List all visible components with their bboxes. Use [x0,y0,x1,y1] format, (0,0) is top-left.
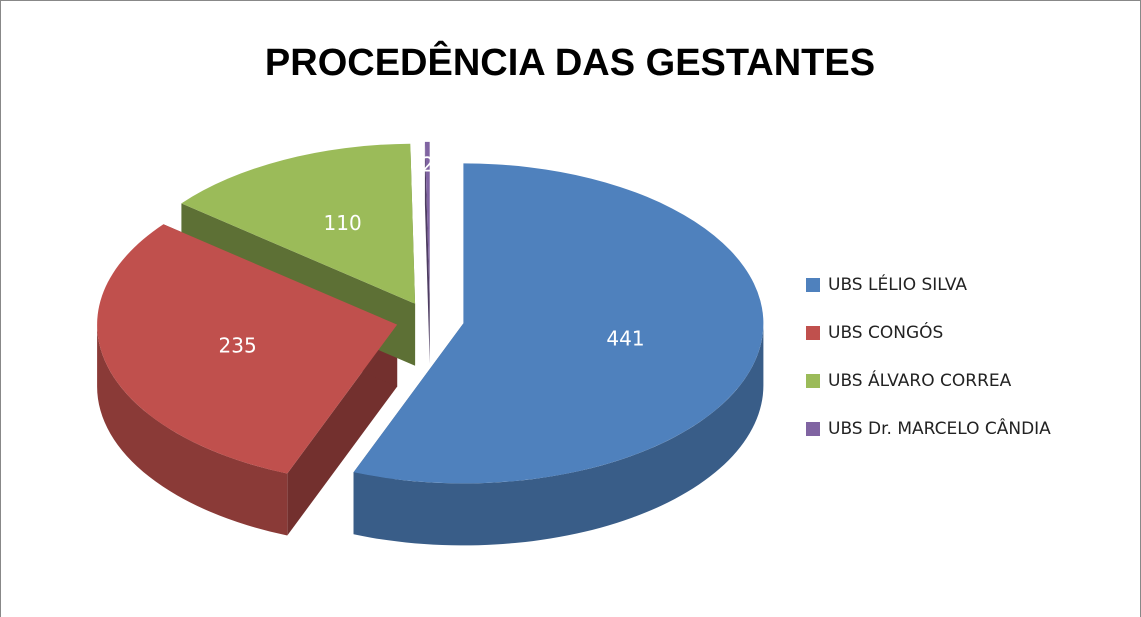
data-label: 110 [324,211,362,235]
legend-swatch [806,278,820,292]
legend-swatch [806,326,820,340]
slice-side [424,141,430,364]
data-label: 2 [421,152,434,176]
legend-label: UBS Dr. MARCELO CÂNDIA [828,417,1051,439]
slice-side [287,324,398,536]
slice [97,224,398,474]
legend: UBS LÉLIO SILVA UBS CONGÓS UBS ÁLVARO CORR… [806,273,1051,439]
data-label: 235 [219,334,257,358]
legend-swatch [806,374,820,388]
pie: 441 235 110 2 [97,141,764,546]
legend-swatch [806,422,820,436]
legend-label: UBS ÁLVARO CORREA [828,369,1012,391]
slice [424,141,430,302]
slice [181,143,416,304]
slice-wall [97,324,288,536]
chart-title: PROCEDÊNCIA DAS GESTANTES [265,40,875,84]
legend-label: UBS CONGÓS [828,321,943,343]
slice-wall [353,323,764,546]
slice [353,163,764,484]
data-label: 441 [606,326,644,350]
legend-label: UBS LÉLIO SILVA [828,273,967,295]
